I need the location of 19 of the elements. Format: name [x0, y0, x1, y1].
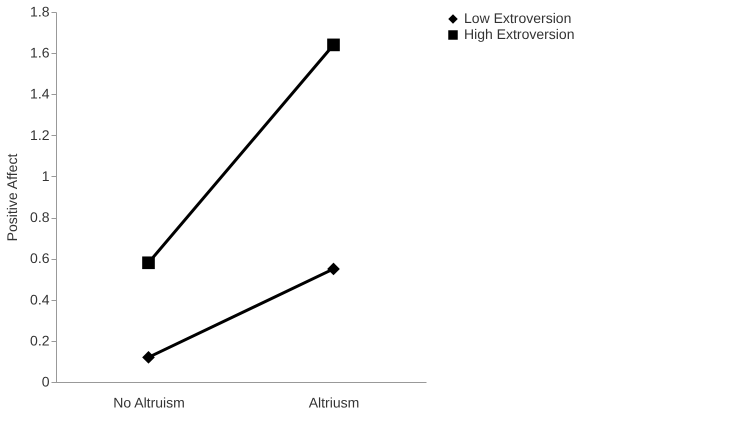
y-tick-label: 1.8	[30, 4, 50, 20]
y-tick-label: 0	[42, 374, 50, 390]
y-axis-title: Positive Affect	[4, 154, 20, 242]
x-tick-label: No Altruism	[113, 394, 185, 410]
y-tick-label: 1.2	[30, 126, 50, 143]
point	[327, 262, 340, 276]
y-tick-label: 0.4	[30, 291, 50, 308]
legend-label: Low Extroversion	[464, 10, 572, 26]
point	[142, 256, 155, 270]
legend-label: High Extroversion	[464, 26, 574, 42]
y-tick-label: 0.2	[30, 332, 50, 348]
y-tick-label: 1.6	[30, 44, 50, 61]
point	[142, 351, 155, 364]
point	[327, 38, 340, 52]
y-tick-label: 1.4	[30, 86, 50, 102]
y-tick-label: 0.6	[30, 250, 50, 266]
y-tick-label: 0.8	[30, 209, 50, 226]
x-tick-label: Altriusm	[308, 394, 360, 410]
y-tick-label: 1	[42, 168, 50, 184]
